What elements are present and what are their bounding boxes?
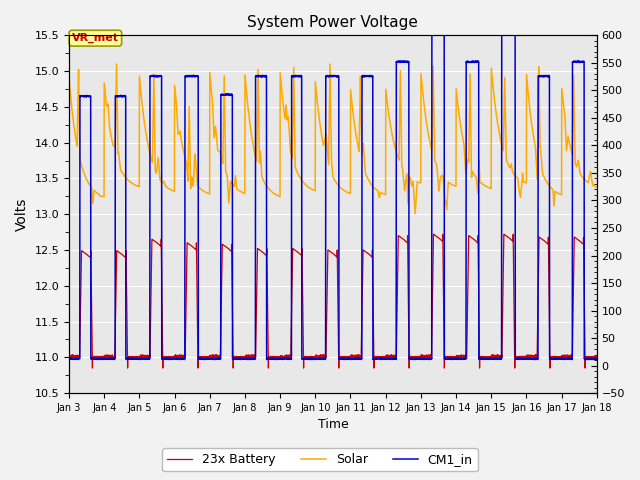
Solar: [583, 179, 591, 184]
Line: 23x Battery: 23x Battery: [69, 234, 596, 368]
23x Battery: [65, 355, 73, 361]
CM1_in: [65, 356, 73, 361]
Title: System Power Voltage: System Power Voltage: [248, 15, 419, 30]
23x Battery: [268, 353, 275, 359]
23x Battery: [526, 355, 534, 360]
23x Battery: [291, 247, 298, 252]
Line: CM1_in: CM1_in: [69, 30, 596, 360]
23x Battery: [429, 231, 437, 237]
Line: Solar: Solar: [69, 64, 596, 214]
23x Battery: [125, 354, 133, 360]
23x Battery: [583, 355, 591, 360]
CM1_in: [291, 73, 298, 79]
CM1_in: [440, 27, 447, 33]
Legend: 23x Battery, Solar, CM1_in: 23x Battery, Solar, CM1_in: [163, 448, 477, 471]
Solar: [157, 178, 164, 184]
Y-axis label: Volts: Volts: [15, 198, 29, 231]
CM1_in: [589, 357, 596, 362]
23x Battery: [157, 243, 164, 249]
CM1_in: [526, 356, 534, 361]
Solar: [268, 189, 275, 194]
Solar: [593, 184, 600, 190]
CM1_in: [582, 356, 590, 362]
Text: VR_met: VR_met: [72, 33, 119, 43]
Solar: [125, 179, 133, 184]
X-axis label: Time: Time: [317, 419, 348, 432]
CM1_in: [268, 356, 275, 362]
Solar: [412, 211, 419, 216]
CM1_in: [157, 73, 164, 79]
23x Battery: [593, 354, 600, 360]
Solar: [291, 113, 298, 119]
CM1_in: [125, 355, 133, 361]
23x Battery: [88, 365, 96, 371]
Solar: [113, 61, 120, 67]
Solar: [65, 76, 73, 82]
Solar: [526, 107, 534, 112]
CM1_in: [593, 357, 600, 362]
